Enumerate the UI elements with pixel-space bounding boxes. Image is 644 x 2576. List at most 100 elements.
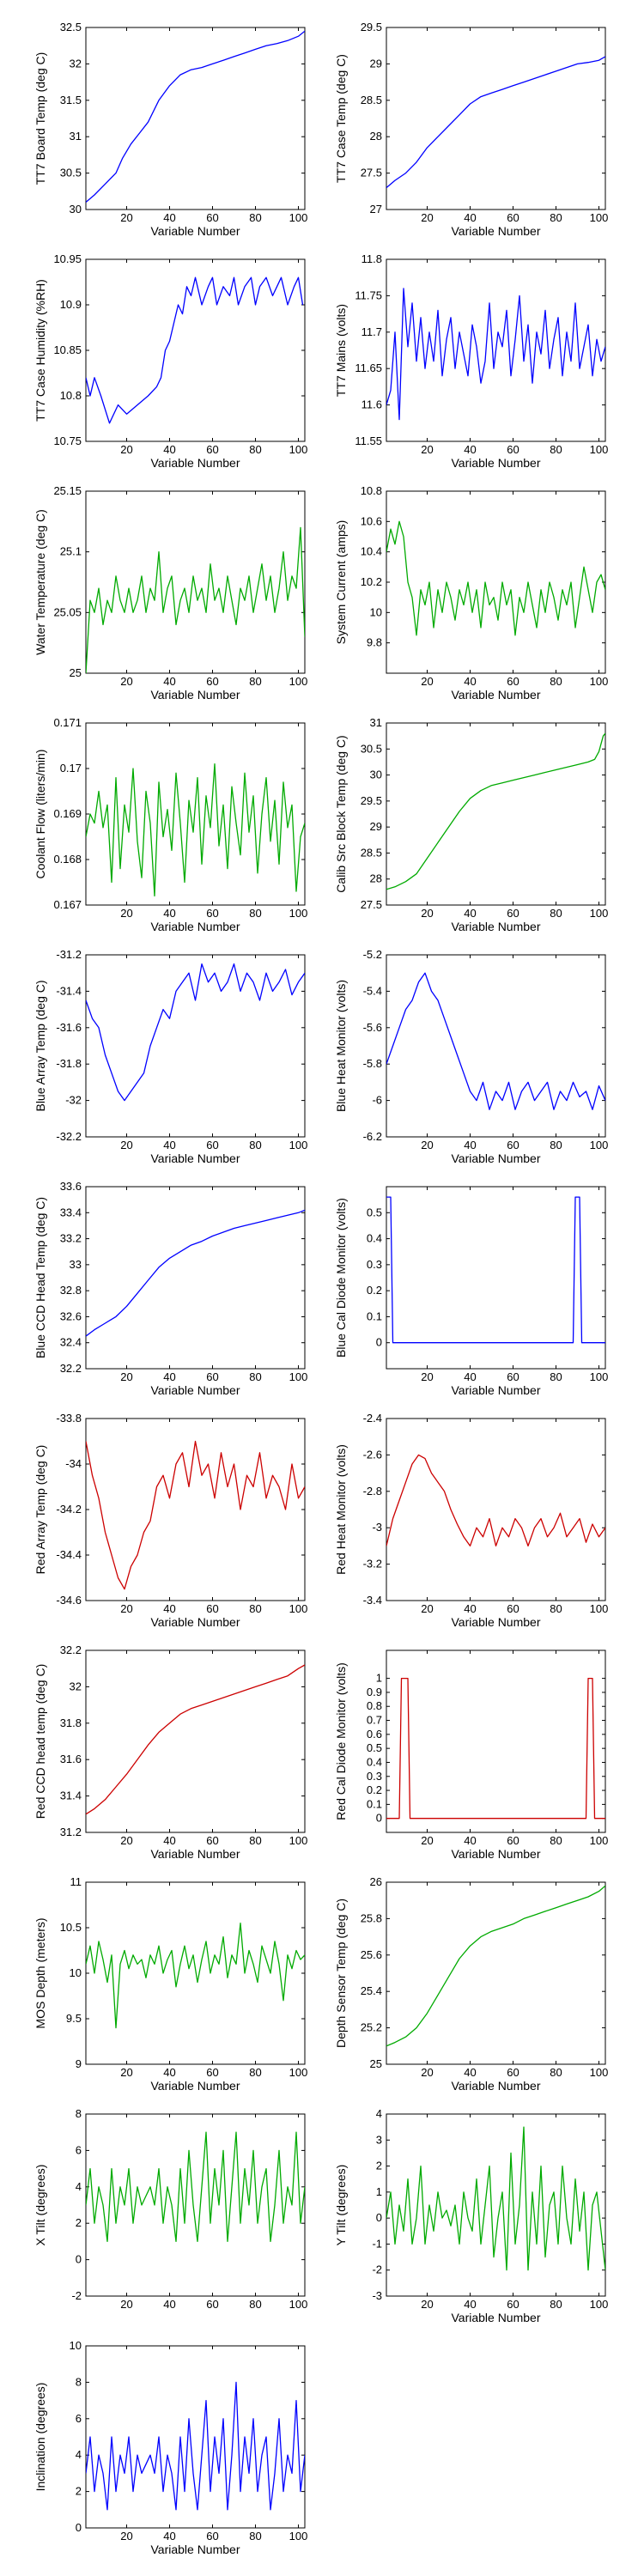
y-tick-label: -6.2 [363, 1130, 382, 1143]
y-axis-label: Y Tilt (degrees) [334, 2165, 348, 2246]
x-tick-label: 20 [120, 443, 132, 456]
plot-frame [386, 1881, 606, 2065]
y-tick-label: 6 [76, 2412, 82, 2425]
x-tick-label: 60 [206, 2530, 218, 2543]
y-tick-label: 0.7 [367, 1714, 382, 1727]
y-axis-label: Water Temperature (deg C) [33, 509, 47, 655]
x-tick-label: 40 [163, 907, 175, 920]
y-tick-label: -3.4 [363, 1594, 382, 1607]
chart-panel: 20 40 60 80 100 27 27.5 28 28.5 29 29.5 Variable Nu… [334, 21, 608, 238]
x-tick-label: 80 [249, 443, 261, 456]
y-axis-label: Coolant Flow (liters/min) [33, 750, 47, 879]
chart-panel: 20 40 60 80 100 0 0.1 0.2 0.3 0.4 0.5 Variable Numb… [334, 1186, 608, 1397]
chart-panel: 20 40 60 80 100 9 9.5 10 10.5 11 Variable Number MO… [33, 1875, 307, 2093]
x-tick-label: 40 [163, 1370, 175, 1383]
series-line [86, 763, 305, 897]
x-tick-label: 20 [421, 907, 433, 920]
x-tick-label: 20 [120, 907, 132, 920]
y-tick-label: -6 [372, 1094, 382, 1107]
series-line [386, 1885, 605, 2047]
y-axis-label: Red Cal Diode Monitor (volts) [334, 1662, 348, 1820]
x-tick-label: 80 [550, 443, 562, 456]
chart-panel: 20 40 60 80 100 0 2 4 6 8 10 Variable Number Inclina… [33, 2339, 307, 2556]
x-tick-label: 40 [464, 675, 476, 688]
x-tick-label: 100 [590, 1602, 609, 1615]
y-tick-label: 25 [370, 2057, 382, 2070]
x-tick-label: 20 [120, 675, 132, 688]
x-tick-label: 60 [206, 1834, 218, 1847]
y-tick-label: 10.2 [361, 575, 382, 588]
y-tick-label: 10.75 [53, 434, 82, 447]
y-tick-label: -32 [65, 1094, 82, 1107]
x-tick-label: 100 [289, 1370, 308, 1383]
y-tick-label: -5.6 [363, 1021, 382, 1034]
x-tick-label: 100 [590, 907, 609, 920]
series-line [386, 288, 605, 421]
x-tick-label: 80 [550, 1602, 562, 1615]
x-tick-label: 40 [163, 1834, 175, 1847]
y-axis-label: Depth Sensor Temp (deg C) [334, 1899, 348, 2048]
y-axis-label: Blue CCD Head Temp (deg C) [33, 1197, 47, 1358]
y-tick-label: 29 [370, 57, 382, 70]
x-tick-label: 80 [550, 907, 562, 920]
chart-panel: 20 40 60 80 100 -34.6 -34.4 -34.2 -34 -33.8 Variab… [33, 1412, 307, 1629]
plot-frame [386, 490, 606, 674]
y-tick-label: 29 [370, 820, 382, 833]
x-tick-label: 20 [120, 2298, 132, 2311]
x-tick-label: 40 [464, 1834, 476, 1847]
y-tick-label: 27.5 [361, 898, 382, 911]
y-axis-label: MOS Depth (meters) [33, 1917, 47, 2028]
y-tick-label: 26 [370, 1875, 382, 1888]
plot-frame [386, 2113, 606, 2297]
chart-panel: 20 40 60 80 100 11.55 11.6 11.65 11.7 11.75 11.8 Va… [334, 252, 608, 470]
y-tick-label: 9 [76, 2057, 82, 2070]
plot-frame [386, 27, 606, 210]
y-tick-label: 32.2 [60, 1362, 82, 1375]
x-axis-label: Variable Number [150, 456, 240, 470]
x-tick-label: 80 [249, 1370, 261, 1383]
y-tick-label: 2 [76, 2485, 82, 2498]
x-tick-label: 20 [120, 1602, 132, 1615]
x-tick-label: 100 [590, 1139, 609, 1151]
x-tick-label: 40 [464, 443, 476, 456]
y-tick-label: 11.55 [355, 434, 382, 447]
chart-panel: 20 40 60 80 100 -2 0 2 4 6 8 X Tilt (degrees) [33, 2107, 307, 2311]
y-axis-label: Red Array Temp (deg C) [33, 1445, 47, 1575]
x-tick-label: 40 [163, 211, 175, 224]
y-tick-label: 31 [370, 716, 382, 729]
x-axis-label: Variable Number [451, 456, 540, 470]
plot-frame [85, 1418, 306, 1601]
y-tick-label: 32.4 [60, 1336, 82, 1349]
x-tick-label: 80 [249, 211, 261, 224]
y-tick-label: 0.3 [367, 1258, 382, 1271]
y-axis-label: Inclination (degrees) [33, 2383, 47, 2492]
chart-panel: 20 40 60 80 100 0.167 0.168 0.169 0.17 0.171 Varia… [33, 716, 307, 933]
chart-panel: 20 40 60 80 100 10.75 10.8 10.85 10.9 10.95 Variab… [33, 252, 307, 470]
y-tick-label: 31.2 [60, 1826, 82, 1838]
y-axis-label: Calib Src Block Temp (deg C) [334, 735, 348, 892]
x-tick-label: 100 [289, 2298, 308, 2311]
chart-panel: 20 40 60 80 100 9.8 10 10.2 10.4 10.6 10.8 Variable… [334, 484, 608, 702]
y-tick-label: 29.5 [361, 794, 382, 807]
series-line [386, 520, 605, 636]
x-tick-label: 60 [507, 211, 519, 224]
y-tick-label: -3.2 [363, 1558, 382, 1571]
y-tick-label: 11.75 [355, 289, 382, 301]
x-tick-label: 60 [507, 2298, 519, 2311]
y-tick-label: -3 [372, 2289, 382, 2302]
x-tick-label: 100 [590, 2298, 609, 2311]
x-tick-label: 100 [590, 1834, 609, 1847]
chart-panel: 20 40 60 80 100 32.2 32.4 32.6 32.8 33 33.2 33.4 33.… [33, 1180, 307, 1397]
y-tick-label: 10 [70, 2339, 82, 2352]
x-tick-label: 80 [249, 907, 261, 920]
y-tick-label: 0.4 [367, 1232, 382, 1245]
plot-frame [85, 490, 306, 674]
y-axis-label: TT7 Case Temp (deg C) [334, 54, 348, 183]
y-tick-label: 30 [70, 203, 82, 216]
plot-frame [85, 722, 306, 906]
x-tick-label: 60 [206, 2298, 218, 2311]
y-axis-label: Red CCD head temp (deg C) [33, 1664, 47, 1820]
series-line [86, 1664, 305, 1815]
y-tick-label: -1 [372, 2237, 382, 2250]
